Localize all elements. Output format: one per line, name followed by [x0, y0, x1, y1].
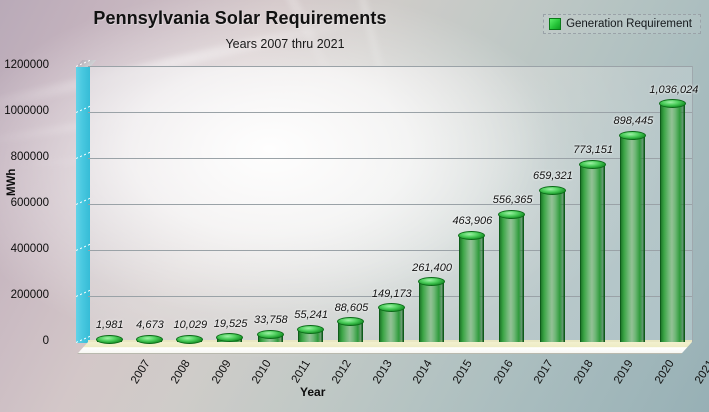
y-axis-tick-label: 400000	[10, 243, 49, 255]
gridline	[88, 296, 692, 297]
legend-item-label: Generation Requirement	[566, 18, 692, 30]
x-axis-tick-label: 2018	[572, 358, 596, 387]
gridline	[88, 112, 692, 113]
legend-color-swatch-icon	[549, 18, 562, 30]
x-axis-tick-label: 2020	[652, 358, 677, 387]
bar-top-ellipse	[458, 230, 486, 240]
bar-body	[378, 307, 404, 342]
bar-value-label: 773,151	[573, 144, 614, 157]
chart-legend: Generation Requirement	[543, 14, 701, 34]
bar-body	[539, 190, 565, 342]
y-axis-tick-label: 800000	[10, 151, 49, 163]
chart-title: Pennsylvania Solar Requirements	[93, 8, 387, 28]
bar[interactable]: 88,605	[335, 302, 368, 346]
y-axis-title: MWh	[6, 168, 18, 196]
bar[interactable]: 55,241	[294, 309, 328, 346]
bar-value-label: 463,906	[452, 215, 493, 228]
chart-subtitle: Years 2007 thru 2021	[225, 37, 345, 51]
bar[interactable]: 10,029	[174, 319, 207, 346]
bar[interactable]: 261,400	[412, 262, 452, 346]
x-axis-tick-label: 2013	[370, 358, 395, 387]
bar-series: 1,981 4,673 10,029 19,525 33,758 55,241 88,605…	[88, 66, 698, 346]
y-axis-tick-label: 1200000	[4, 59, 49, 71]
bar[interactable]: 898,445	[614, 115, 653, 346]
bar-value-label: 19,525	[213, 317, 248, 330]
plot-floor	[77, 342, 693, 354]
bar-value-label: 4,673	[136, 319, 164, 331]
bar-top-ellipse	[216, 333, 244, 342]
bar-value-label: 149,173	[371, 287, 412, 300]
y-axis-tick-label: 200000	[10, 289, 49, 301]
x-axis-tick-label: 2010	[249, 358, 274, 387]
gridline	[88, 66, 692, 67]
bar-body	[620, 135, 646, 342]
gridline	[88, 204, 692, 205]
bar-body	[579, 164, 605, 342]
bar-body	[459, 235, 485, 342]
bar[interactable]: 463,906	[452, 215, 492, 346]
bar-value-label: 10,029	[173, 319, 208, 331]
bar-value-label: 556,365	[492, 194, 533, 207]
bar-top-ellipse	[95, 334, 123, 344]
x-axis-tick-label: 2016	[491, 358, 516, 387]
x-axis-title: Year	[300, 385, 326, 399]
bar-body	[418, 281, 444, 342]
plot-area: 1200000 1000000 800000 600000 400000 200000 0 …	[4, 59, 709, 386]
bar-body	[660, 103, 686, 342]
bar[interactable]: 773,151	[573, 144, 613, 346]
bar-top-ellipse	[337, 317, 365, 327]
bar-body	[499, 214, 525, 342]
bar-value-label: 1,981	[95, 319, 124, 331]
bar[interactable]: 1,981	[95, 319, 123, 346]
bar[interactable]: 1,036,024	[649, 84, 698, 346]
bar-top-ellipse	[417, 277, 445, 287]
bar-top-ellipse	[296, 324, 324, 334]
bar-top-ellipse	[619, 130, 647, 140]
bar-value-label: 898,445	[613, 115, 654, 128]
x-axis-tick-label: 2021	[692, 358, 709, 387]
x-axis-tick-label: 2008	[169, 358, 194, 387]
gridline	[88, 158, 692, 159]
bar-top-ellipse	[578, 159, 606, 169]
bar-value-label: 55,241	[294, 309, 328, 322]
bar-value-label: 659,321	[532, 170, 573, 183]
bar[interactable]: 4,673	[135, 319, 164, 346]
bar-top-ellipse	[538, 185, 566, 195]
y-axis-tick-label: 1000000	[4, 105, 49, 117]
y-axis-tick-label: 600000	[10, 197, 49, 209]
bar-top-ellipse	[135, 334, 163, 344]
y-axis-tick-label: 0	[42, 335, 49, 347]
x-axis-tick-label: 2014	[411, 358, 435, 387]
bar-value-label: 1,036,024	[649, 83, 699, 96]
bar-top-ellipse	[176, 334, 204, 344]
bar[interactable]: 149,173	[372, 288, 412, 346]
bar-top-ellipse	[498, 209, 526, 219]
gridline	[88, 250, 692, 251]
x-axis-tick-label: 2011	[289, 358, 314, 386]
bar-value-label: 33,758	[254, 314, 288, 327]
bar-body	[338, 321, 364, 342]
bar-top-ellipse	[256, 329, 284, 339]
bar-value-label: 88,605	[334, 301, 369, 314]
bar[interactable]: 19,525	[214, 318, 247, 346]
bar[interactable]: 33,758	[254, 314, 288, 346]
x-axis-tick-label: 2015	[451, 358, 476, 387]
x-axis-tick-label: 2012	[330, 358, 355, 387]
x-axis-tick-label: 2007	[129, 358, 153, 387]
bar[interactable]: 659,321	[533, 170, 573, 346]
bar[interactable]: 556,365	[493, 194, 532, 346]
x-axis-tick-label: 2009	[209, 358, 234, 387]
bar-value-label: 261,400	[412, 261, 452, 274]
x-axis-tick-label: 2019	[612, 358, 637, 387]
bar-top-ellipse	[377, 303, 405, 313]
bar-top-ellipse	[659, 99, 687, 109]
x-axis-tick-label: 2017	[531, 358, 556, 387]
